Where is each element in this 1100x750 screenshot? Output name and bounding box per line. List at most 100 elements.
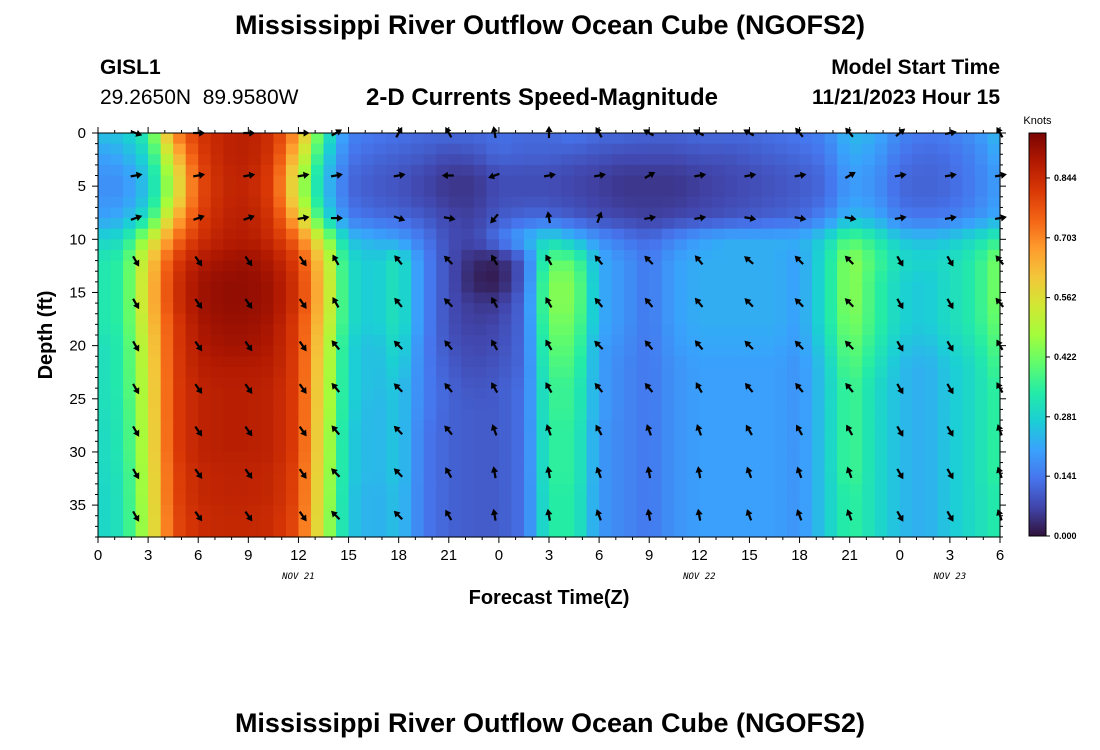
heatmap-cell <box>523 515 538 527</box>
heatmap-cell <box>486 260 500 272</box>
heatmap-cell <box>511 462 525 474</box>
heatmap-cell <box>285 345 300 357</box>
heatmap-cell <box>962 271 976 283</box>
heatmap-cell <box>398 420 412 432</box>
heatmap-cell <box>974 175 989 187</box>
heatmap-cell <box>336 154 350 166</box>
heatmap-cell <box>962 249 976 262</box>
heatmap-cell <box>310 228 325 240</box>
heatmap-cell <box>298 335 312 347</box>
heatmap-cell <box>436 356 450 368</box>
heatmap-cell <box>862 143 876 155</box>
heatmap-cell <box>461 228 475 240</box>
heatmap-cell <box>110 196 124 209</box>
heatmap-cell <box>624 420 638 432</box>
heatmap-cell <box>310 260 325 272</box>
heatmap-cell <box>323 345 337 357</box>
heatmap-cell <box>173 377 187 389</box>
heatmap-cell <box>235 420 249 432</box>
heatmap-cell <box>736 239 751 251</box>
heatmap-cell <box>761 441 776 453</box>
heatmap-cell <box>761 260 776 272</box>
heatmap-cell <box>661 483 675 496</box>
heatmap-cell <box>849 196 863 209</box>
heatmap-cell <box>373 451 387 464</box>
heatmap-cell <box>285 260 300 272</box>
heatmap-cell <box>824 249 838 262</box>
heatmap-cell <box>248 420 262 432</box>
heatmap-cell <box>323 239 337 251</box>
heatmap-cell <box>787 398 801 411</box>
heatmap-cell <box>198 249 212 262</box>
heatmap-cell <box>711 196 725 209</box>
heatmap-cell <box>448 366 462 379</box>
heatmap-cell <box>561 515 575 527</box>
heatmap-cell <box>110 292 124 304</box>
heatmap-cell <box>486 175 500 187</box>
heatmap-cell <box>511 377 525 389</box>
heatmap-cell <box>912 377 926 389</box>
heatmap-cell <box>736 494 751 506</box>
heatmap-cell <box>774 271 788 283</box>
heatmap-cell <box>711 526 725 538</box>
heatmap-cell <box>398 505 412 517</box>
heatmap-cell <box>899 164 913 177</box>
heatmap-cell <box>473 196 487 209</box>
heatmap-cell <box>586 271 600 283</box>
heatmap-cell <box>574 292 588 304</box>
heatmap-cell <box>624 398 638 411</box>
heatmap-cell <box>624 218 638 230</box>
heatmap-cell <box>273 441 287 453</box>
heatmap-cell <box>862 175 876 187</box>
current-arrow <box>445 467 453 479</box>
heatmap-cell <box>411 505 425 517</box>
station-id: GISL1 <box>100 56 161 79</box>
heatmap-cell <box>310 292 325 304</box>
heatmap-cell <box>473 451 487 464</box>
current-arrow <box>244 425 253 437</box>
heatmap-cell <box>248 186 262 198</box>
heatmap-cell <box>523 473 538 485</box>
heatmap-cell <box>874 356 888 368</box>
heatmap-cell <box>724 143 738 155</box>
heatmap-cell <box>987 207 1001 219</box>
heatmap-cell <box>586 133 600 145</box>
heatmap-cell <box>912 133 926 145</box>
heatmap-cell <box>586 313 600 325</box>
current-arrow <box>331 468 341 478</box>
heatmap-cell <box>661 441 675 453</box>
heatmap-cell <box>210 388 224 400</box>
heatmap-cell <box>862 420 876 432</box>
current-arrow <box>298 255 307 267</box>
heatmap-cell <box>273 218 287 230</box>
heatmap-cell <box>398 207 412 219</box>
heatmap-cell <box>361 356 375 368</box>
heatmap-cell <box>962 420 976 432</box>
heatmap-cell <box>235 505 249 517</box>
heatmap-cell <box>774 260 788 272</box>
heatmap-cell <box>361 366 375 379</box>
heatmap-cell <box>511 133 525 145</box>
heatmap-cell <box>461 409 475 421</box>
heatmap-cell <box>448 186 462 198</box>
heatmap-cell <box>611 420 625 432</box>
heatmap-cell <box>937 303 951 315</box>
heatmap-cell <box>899 345 913 357</box>
heatmap-cell <box>223 388 237 400</box>
heatmap-cell <box>724 164 738 177</box>
heatmap-cell <box>160 207 174 219</box>
heatmap-cell <box>285 420 300 432</box>
heatmap-cell <box>310 494 325 506</box>
heatmap-cell <box>787 526 801 538</box>
heatmap-cell <box>148 249 162 262</box>
heatmap-cell <box>148 164 162 177</box>
heatmap-cell <box>711 175 725 187</box>
heatmap-cell <box>386 186 400 198</box>
heatmap-cell <box>498 271 513 283</box>
heatmap-cell <box>549 441 563 453</box>
heatmap-cell <box>799 494 813 506</box>
heatmap-cell <box>411 398 425 411</box>
heatmap-cell <box>411 249 425 262</box>
heatmap-cell <box>761 313 776 325</box>
heatmap-cell <box>310 324 325 336</box>
